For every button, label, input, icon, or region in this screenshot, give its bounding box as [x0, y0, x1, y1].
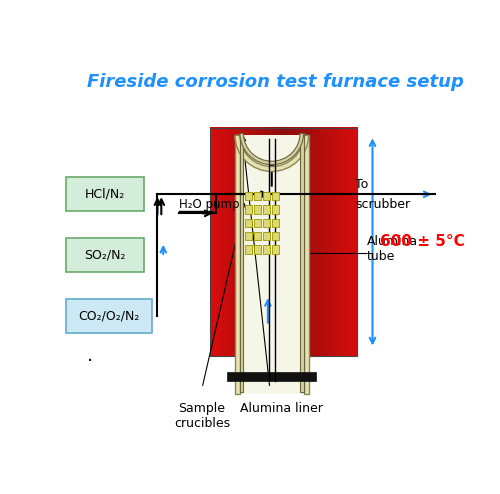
Bar [254, 246, 261, 253]
Text: H₂O pump: H₂O pump [179, 199, 240, 211]
Bar [263, 219, 270, 227]
Bar [235, 135, 240, 394]
Text: scrubber: scrubber [355, 198, 410, 211]
Bar [254, 219, 261, 227]
Bar [272, 246, 280, 253]
Text: CO₂/O₂/N₂: CO₂/O₂/N₂ [78, 310, 140, 323]
Text: To: To [355, 178, 368, 191]
Bar [66, 177, 144, 211]
Bar [66, 238, 144, 272]
Text: .: . [86, 346, 93, 366]
Bar [227, 372, 316, 381]
Bar [245, 246, 252, 253]
Bar [263, 192, 270, 201]
Bar [263, 232, 270, 241]
Wedge shape [235, 135, 308, 171]
Bar [240, 133, 244, 392]
Bar [245, 192, 252, 201]
Bar [210, 128, 357, 356]
Bar [272, 192, 280, 201]
Bar [300, 133, 304, 392]
Text: Sample
crucibles: Sample crucibles [174, 402, 230, 430]
Bar [254, 192, 261, 201]
Bar [272, 206, 280, 214]
Bar [245, 206, 252, 214]
Bar [245, 232, 252, 241]
Bar [263, 206, 270, 214]
Bar [245, 219, 252, 227]
Bar [254, 206, 261, 214]
Wedge shape [240, 135, 304, 166]
Text: Alumina liner: Alumina liner [240, 402, 323, 414]
Bar [254, 232, 261, 241]
Bar [304, 135, 308, 394]
Bar [272, 232, 280, 241]
Bar [272, 219, 280, 227]
Text: Fireside corrosion test furnace setup: Fireside corrosion test furnace setup [87, 73, 464, 90]
Text: Alumina
tube: Alumina tube [366, 236, 418, 263]
Bar [66, 299, 152, 333]
Text: 600 ± 5°C: 600 ± 5°C [380, 234, 465, 249]
Bar [263, 246, 270, 253]
Text: HCl/N₂: HCl/N₂ [85, 188, 125, 201]
Bar [240, 135, 304, 394]
Text: SO₂/N₂: SO₂/N₂ [84, 248, 126, 262]
Wedge shape [240, 133, 304, 165]
